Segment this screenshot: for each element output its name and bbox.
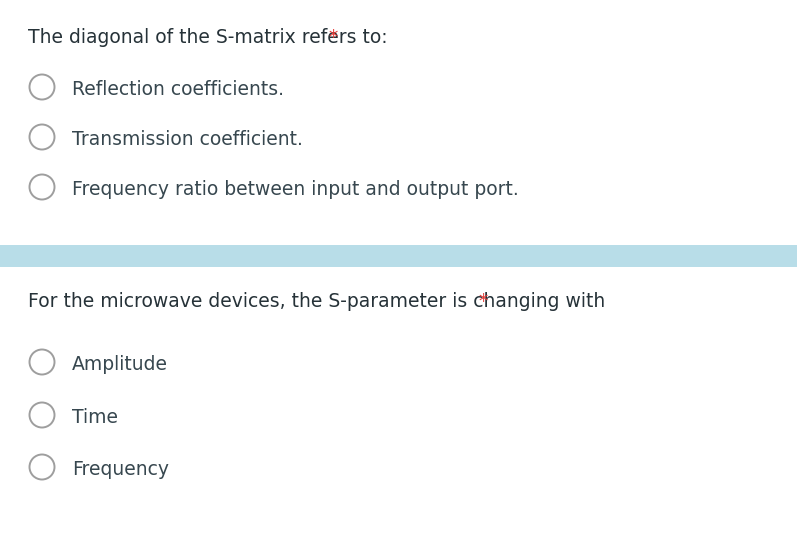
Text: Frequency ratio between input and output port.: Frequency ratio between input and output… (72, 180, 519, 199)
Text: Amplitude: Amplitude (72, 355, 168, 374)
Text: For the microwave devices, the S-parameter is changing with: For the microwave devices, the S-paramet… (28, 292, 611, 311)
Text: Frequency: Frequency (72, 460, 169, 479)
Text: Transmission coefficient.: Transmission coefficient. (72, 130, 303, 149)
Text: *: * (328, 28, 337, 47)
Bar (0, 245, 797, 267)
Text: *: * (478, 292, 487, 311)
Text: Time: Time (72, 408, 118, 427)
Text: The diagonal of the S-matrix refers to:: The diagonal of the S-matrix refers to: (28, 28, 394, 47)
Text: Reflection coefficients.: Reflection coefficients. (72, 80, 284, 99)
